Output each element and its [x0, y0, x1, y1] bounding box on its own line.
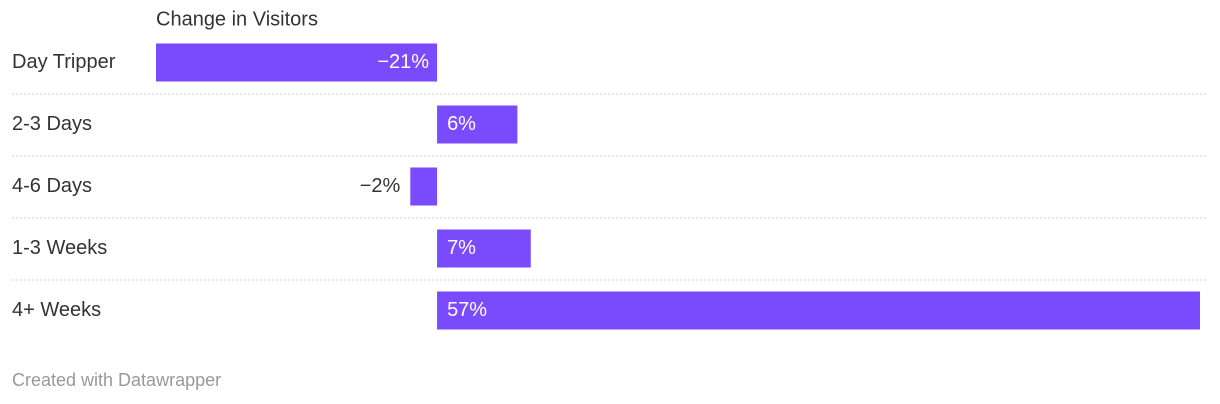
value-label: 6% [447, 113, 476, 135]
bar [437, 291, 1201, 330]
footer: Created with Datawrapper [12, 370, 221, 390]
value-label: −2% [360, 175, 401, 197]
value-label: −21% [377, 51, 429, 73]
row-label: Day Tripper [12, 51, 116, 73]
bar [437, 229, 531, 268]
value-label: 57% [447, 299, 487, 321]
row-label: 4-6 Days [12, 175, 92, 197]
bar [410, 167, 438, 206]
row-label: 1-3 Weeks [12, 237, 107, 259]
value-label: 7% [447, 237, 476, 259]
bar [437, 105, 518, 144]
row-label: 4+ Weeks [12, 299, 101, 321]
row-label: 2-3 Days [12, 113, 92, 135]
column-header: Change in Visitors [156, 8, 318, 30]
bar [156, 43, 438, 82]
